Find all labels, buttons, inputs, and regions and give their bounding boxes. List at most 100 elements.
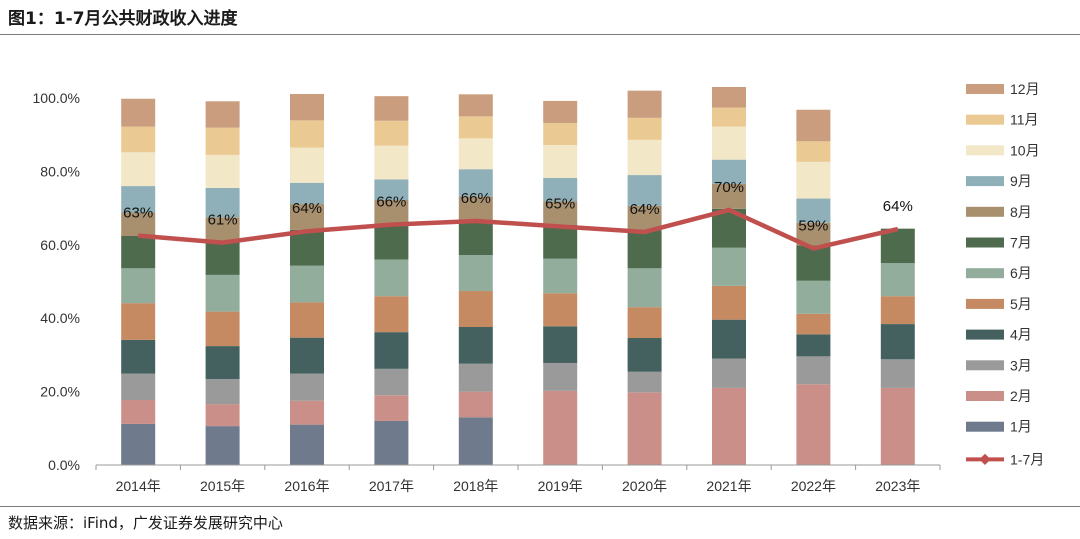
x-tick-label: 2016年	[284, 478, 329, 494]
y-tick-label: 100.0%	[33, 90, 80, 106]
x-tick-label: 2022年	[791, 478, 836, 494]
bar-segment	[121, 126, 156, 153]
bar-segment	[796, 109, 831, 142]
y-tick-label: 20.0%	[40, 384, 80, 400]
bar-segment	[796, 313, 831, 335]
bar-segment	[796, 198, 831, 223]
bar-segment	[205, 217, 240, 243]
bar-segment	[205, 274, 240, 312]
bar-segment	[121, 268, 156, 304]
bar-segment	[543, 362, 578, 391]
bar-segment	[627, 371, 662, 393]
bar-segment	[712, 107, 746, 127]
legend-label: 11月	[1010, 112, 1039, 128]
bar-segment	[712, 159, 746, 184]
bar-segment	[458, 255, 493, 292]
bar-segment	[374, 179, 409, 201]
legend-swatch	[966, 114, 1004, 125]
bar-segment	[712, 285, 746, 320]
bar-segment	[121, 339, 156, 374]
chart-title: 图1：1-7月公共财政收入进度	[8, 9, 238, 29]
bar-segment	[205, 426, 240, 465]
bar-segment	[543, 201, 578, 225]
x-tick-label: 2018年	[453, 478, 498, 494]
bar-segment	[374, 259, 409, 297]
bar-segment	[712, 126, 746, 160]
bar-segment	[458, 417, 493, 465]
bar-segment	[796, 245, 831, 281]
bar-segment	[796, 141, 831, 162]
data-label: 70%	[714, 179, 744, 196]
legend-label: 9月	[1010, 173, 1032, 189]
bar-segment	[205, 311, 240, 347]
legend-label: 12月	[1010, 81, 1040, 97]
legend-swatch	[966, 176, 1004, 187]
bar-segment	[121, 303, 156, 340]
bar-segment	[543, 122, 578, 145]
legend-swatch	[966, 298, 1004, 309]
legend-label: 6月	[1010, 265, 1032, 281]
bar-segment	[205, 242, 240, 275]
bar-segment	[205, 379, 240, 405]
legend-label: 5月	[1010, 296, 1032, 312]
x-tick-label: 2023年	[875, 478, 920, 494]
legend-swatch	[966, 421, 1004, 432]
data-label: 64%	[292, 200, 322, 217]
bar-segment	[543, 100, 578, 123]
footer-divider	[0, 506, 1080, 507]
bar-segment	[627, 205, 662, 231]
bar-segment	[627, 338, 662, 372]
bar-segment	[121, 152, 156, 187]
data-source-note: 数据来源：iFind，广发证券发展研究中心	[8, 514, 283, 532]
bar-segment	[880, 296, 915, 325]
legend-label: 2月	[1010, 388, 1032, 404]
data-label: 63%	[123, 205, 153, 222]
bar-segment	[458, 116, 493, 139]
bar-segment	[121, 235, 156, 269]
title-divider	[0, 34, 1080, 35]
bar-segment	[712, 183, 746, 209]
legend-label: 1-7月	[1010, 451, 1044, 467]
bar-segment	[627, 307, 662, 339]
legend-label: 3月	[1010, 357, 1032, 373]
bar-segment	[880, 324, 915, 360]
bar-segment	[290, 424, 324, 465]
bar-segment	[458, 327, 493, 364]
bar-segment	[374, 200, 409, 225]
bar-segment	[458, 138, 493, 170]
bar-segment	[290, 182, 324, 205]
bar-segment	[880, 228, 915, 264]
x-tick-label: 2019年	[538, 478, 583, 494]
bar-segment	[290, 265, 324, 303]
bar-segment	[374, 395, 409, 421]
legend-label: 1月	[1010, 419, 1032, 435]
bar-segment	[121, 400, 156, 424]
bar-segment	[374, 420, 409, 465]
bar-segment	[374, 120, 409, 146]
legend-label: 10月	[1010, 142, 1040, 158]
data-label: 66%	[376, 194, 406, 211]
bar-segment	[374, 368, 409, 396]
bar-segment	[796, 280, 831, 314]
legend-swatch	[966, 145, 1004, 156]
bar-segment	[458, 169, 493, 197]
bar-segment	[458, 363, 493, 392]
bar-segment	[880, 263, 915, 297]
data-label: 61%	[208, 212, 238, 229]
legend-swatch	[966, 360, 1004, 371]
x-tick-label: 2014年	[116, 478, 161, 494]
ytd-progress-line	[138, 207, 899, 251]
bar-segment	[374, 145, 409, 180]
y-tick-label: 0.0%	[48, 457, 80, 473]
y-tick-label: 40.0%	[40, 310, 80, 326]
bar-segment	[458, 196, 493, 221]
bar-segment	[712, 247, 746, 286]
bar-segment	[374, 296, 409, 333]
bar-segment	[205, 346, 240, 380]
bar-segment	[627, 392, 662, 465]
data-label: 64%	[630, 201, 660, 218]
bar-segment	[121, 373, 156, 401]
bar-segment	[374, 96, 409, 121]
x-tick-label: 2017年	[369, 478, 414, 494]
